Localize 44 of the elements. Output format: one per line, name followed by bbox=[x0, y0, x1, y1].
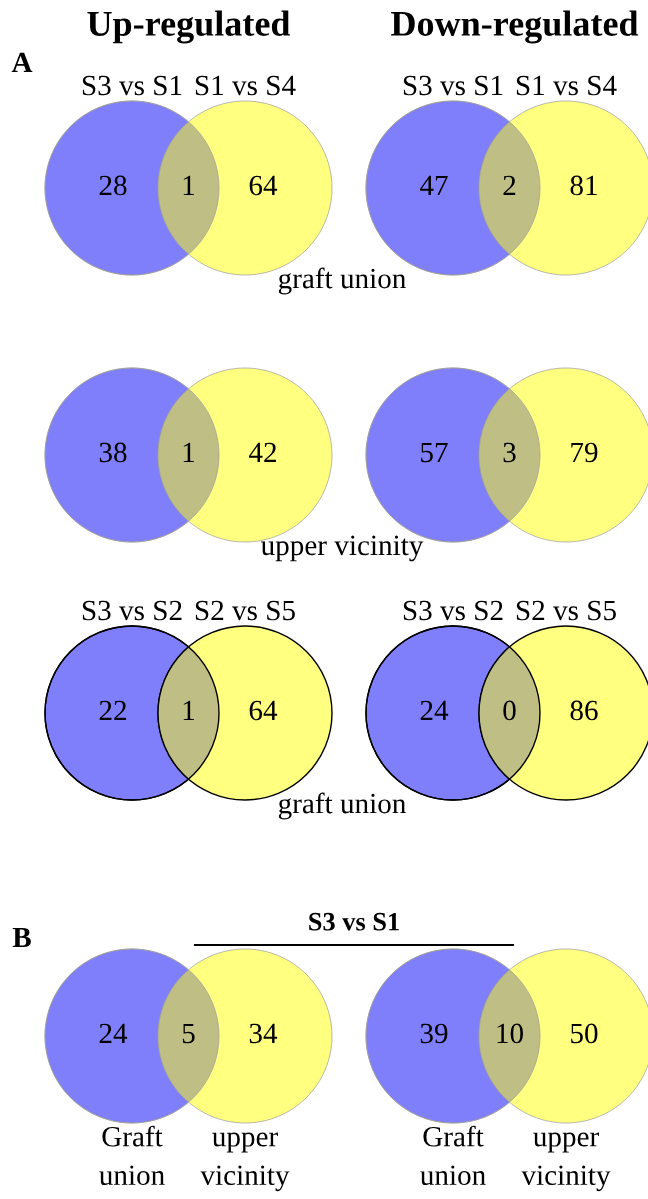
data-label: 42 bbox=[248, 442, 276, 463]
data-label: 57 bbox=[421, 442, 448, 463]
text: upper vicinity bbox=[260, 535, 424, 562]
category-label: Graft union bbox=[99, 1125, 165, 1186]
category-label: S3 vs S1 bbox=[82, 75, 182, 96]
data-label: 1 bbox=[183, 175, 195, 196]
data-label: 24 bbox=[99, 1023, 128, 1044]
text: B bbox=[12, 927, 31, 948]
category-label: S3 vs S2 bbox=[403, 600, 503, 621]
category-label: S2 vs S5 bbox=[195, 600, 295, 621]
data-label: 5 bbox=[182, 1023, 195, 1044]
text: Up-regulated bbox=[87, 10, 291, 44]
data-label: 86 bbox=[570, 700, 598, 721]
data-label: 28 bbox=[99, 175, 127, 196]
text: graft union bbox=[278, 792, 406, 820]
data-label: 1 bbox=[183, 700, 195, 721]
text: S3 vs S1 bbox=[309, 912, 399, 931]
data-label: 50 bbox=[571, 1023, 598, 1044]
data-label: 39 bbox=[420, 1023, 448, 1044]
text: Down-regulated bbox=[391, 10, 639, 44]
data-label: 22 bbox=[99, 700, 126, 721]
data-label: 64 bbox=[249, 175, 278, 196]
category-label: S1 vs S4 bbox=[516, 75, 617, 96]
category-label: upper vicinity bbox=[200, 1132, 290, 1192]
text: A bbox=[11, 52, 33, 73]
data-label: 24 bbox=[420, 700, 449, 721]
category-label: S3 vs S1 bbox=[403, 75, 503, 96]
data-label: 47 bbox=[419, 175, 448, 196]
category-label: upper vicinity bbox=[521, 1132, 611, 1192]
data-label: 34 bbox=[249, 1023, 278, 1044]
category-label: Graft union bbox=[420, 1125, 486, 1186]
category-label: S1 vs S4 bbox=[195, 75, 296, 96]
data-label: 79 bbox=[571, 442, 598, 463]
text: graft union bbox=[278, 267, 406, 295]
data-label: 0 bbox=[503, 700, 516, 721]
data-label: 1 bbox=[183, 442, 195, 463]
data-label: 10 bbox=[497, 1023, 523, 1044]
category-label: S2 vs S5 bbox=[516, 600, 616, 621]
data-label: 2 bbox=[503, 175, 516, 196]
category-label: S3 vs S2 bbox=[82, 600, 182, 621]
data-label: 81 bbox=[570, 175, 597, 196]
data-label: 3 bbox=[503, 442, 516, 463]
data-label: 64 bbox=[249, 700, 278, 721]
data-label: 38 bbox=[99, 442, 127, 463]
